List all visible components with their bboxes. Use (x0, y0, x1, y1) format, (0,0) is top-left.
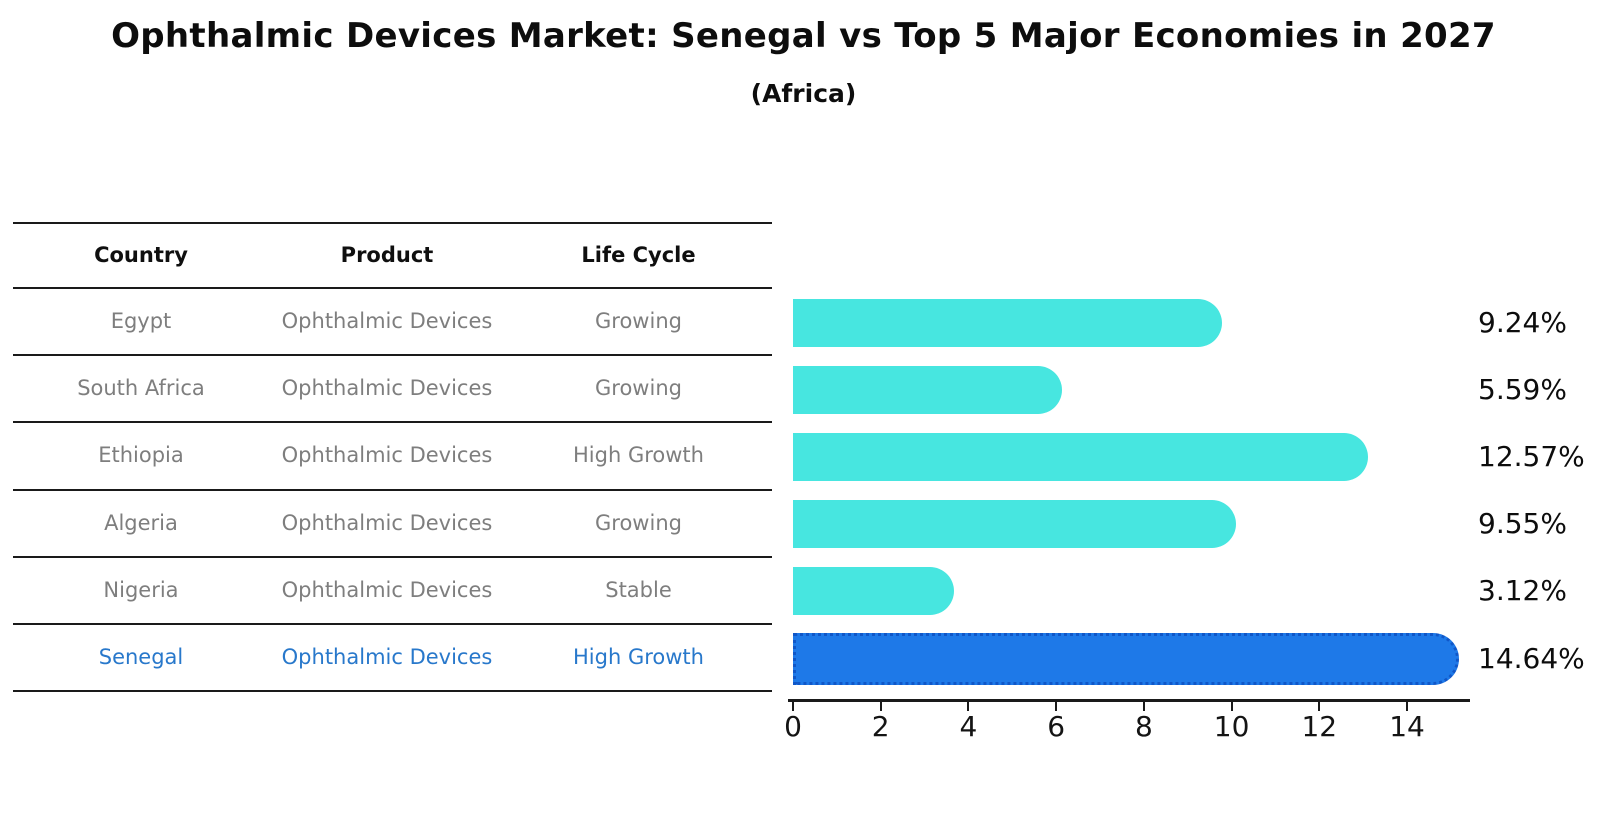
x-axis-tick (967, 702, 970, 711)
table-row: Egypt Ophthalmic Devices Growing (13, 289, 772, 357)
table-cell-product: Ophthalmic Devices (281, 309, 493, 333)
x-axis-tick-label: 10 (1213, 710, 1250, 743)
table-cell-life-cycle: Stable (605, 577, 672, 602)
bar-egypt (793, 298, 1223, 347)
table-cell-life-cycle: Growing (595, 376, 682, 401)
table-row: Nigeria Ophthalmic Devices Stable (13, 558, 772, 625)
country-table-body: Egypt Ophthalmic Devices Growing South Afri… (13, 289, 772, 693)
table-header-row: Country Product Life Cycle (13, 222, 772, 289)
x-axis-tick (1318, 702, 1321, 711)
x-axis-tick-label: 6 (1047, 710, 1066, 743)
x-axis-tick-label: 4 (959, 710, 978, 743)
table-cell-life-cycle: Growing (595, 309, 682, 333)
table-row: Senegal Ophthalmic Devices High Growth (13, 625, 772, 693)
table-row: Algeria Ophthalmic Devices Growing (13, 491, 772, 558)
bar-value-label: 9.55% (1478, 507, 1567, 541)
table-row: South Africa Ophthalmic Devices Growing (13, 356, 772, 424)
table-cell-country: Senegal (98, 644, 184, 669)
bar-south-africa (793, 365, 1063, 414)
table-cell-country: Algeria (104, 510, 178, 535)
table-header-life-cycle: Life Cycle (581, 242, 696, 267)
table-cell-life-cycle: Growing (595, 510, 682, 535)
table-cell-product: Ophthalmic Devices (281, 510, 493, 535)
bar-value-label: 12.57% (1478, 440, 1585, 473)
x-axis-tick (1055, 702, 1058, 711)
table-cell-life-cycle: High Growth (573, 644, 704, 669)
bar-senegal (793, 632, 1460, 685)
table-header-country: Country (94, 242, 188, 267)
table-cell-country: Nigeria (103, 577, 179, 602)
table-cell-country: South Africa (77, 376, 205, 401)
bar-nigeria (793, 567, 954, 616)
table-cell-product: Ophthalmic Devices (281, 376, 493, 401)
bar-ethiopia (793, 433, 1369, 481)
country-table: Country Product Life Cycle Egypt Ophthalm… (13, 222, 772, 693)
x-axis-tick (792, 702, 794, 711)
x-axis-tick (879, 702, 882, 711)
x-axis-tick (1142, 702, 1145, 711)
bar-algeria (793, 500, 1236, 549)
bar-value-label: 3.12% (1478, 574, 1567, 608)
x-axis-tick-label: 0 (784, 710, 802, 743)
table-cell-country: Egypt (110, 309, 172, 333)
bar-value-label: 14.64% (1478, 641, 1585, 675)
table-header-product: Product (340, 242, 434, 267)
x-axis-line (788, 699, 1470, 702)
table-cell-product: Ophthalmic Devices (281, 644, 493, 669)
x-axis-tick-label: 12 (1301, 710, 1338, 743)
chart-subtitle: (Africa) (750, 79, 857, 108)
chart-title: Ophthalmic Devices Market: Senegal vs To… (111, 16, 1496, 56)
x-axis-tick-label: 2 (871, 710, 890, 743)
table-cell-product: Ophthalmic Devices (281, 577, 493, 602)
x-axis-tick (1406, 702, 1409, 711)
table-cell-life-cycle: High Growth (573, 443, 704, 468)
x-axis-tick-label: 14 (1389, 710, 1425, 743)
bar-value-label: 5.59% (1478, 372, 1567, 406)
table-cell-product: Ophthalmic Devices (281, 443, 493, 468)
table-cell-country: Ethiopia (98, 443, 184, 468)
x-axis-tick (1230, 702, 1233, 711)
x-axis-tick-label: 8 (1134, 710, 1153, 743)
bar-value-label: 9.24% (1478, 305, 1567, 339)
table-row: Ethiopia Ophthalmic Devices High Growth (13, 423, 772, 491)
